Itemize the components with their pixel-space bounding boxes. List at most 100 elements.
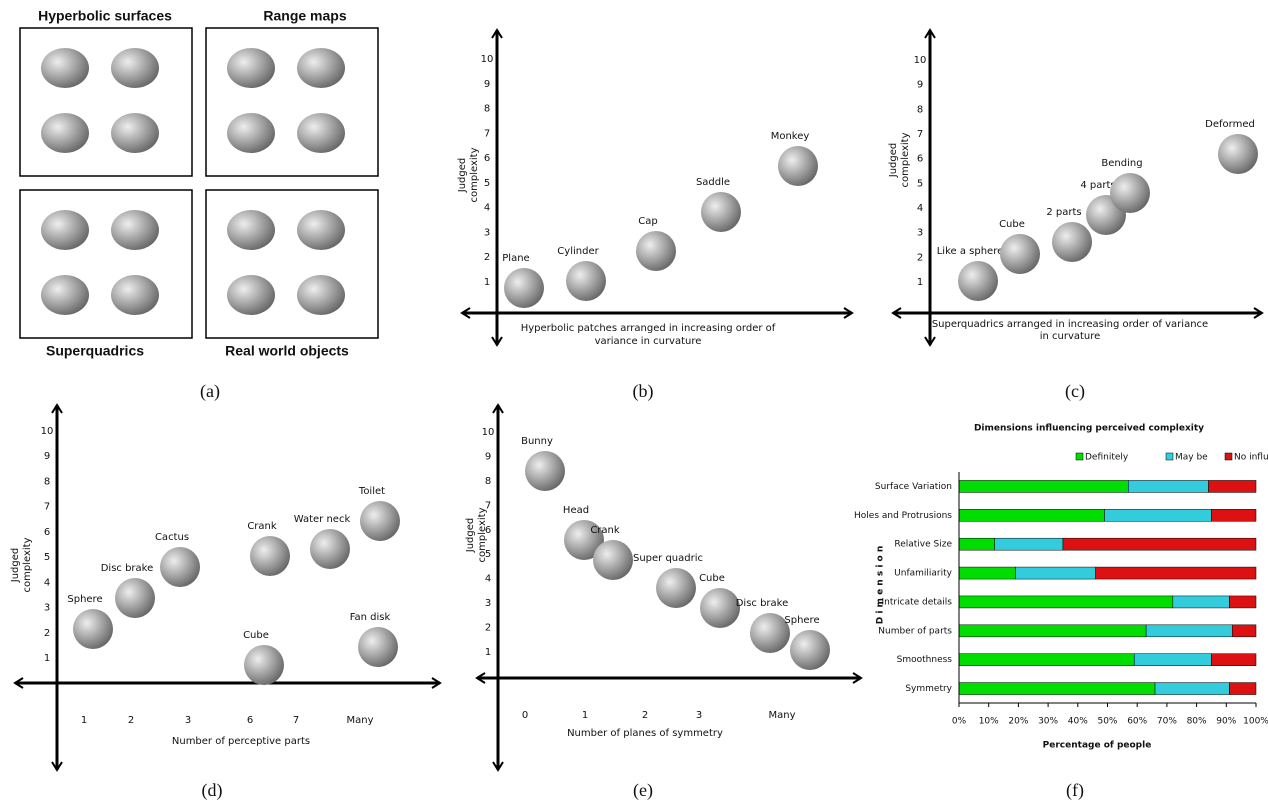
shape-image — [297, 210, 345, 250]
legend-swatch — [1166, 453, 1173, 460]
y-tick-label: Surface Variation — [875, 482, 952, 492]
object-image — [1000, 234, 1040, 274]
bar-segment — [1155, 683, 1229, 695]
object-image — [244, 645, 284, 685]
x-tick-label: 10% — [979, 717, 999, 727]
legend-swatch — [1076, 453, 1083, 460]
bar-segment — [1015, 567, 1095, 579]
y-tick-label: 10 — [482, 427, 495, 438]
legend-label: May be — [1175, 453, 1208, 463]
bar-segment — [1146, 625, 1232, 637]
bar-segment — [1134, 654, 1211, 666]
y-tick-label: 5 — [484, 178, 490, 189]
y-tick-label: 8 — [484, 104, 490, 115]
shape-image — [111, 113, 159, 153]
y-tick-label: 5 — [917, 178, 923, 189]
shape-image — [297, 275, 345, 315]
y-tick-label: 4 — [917, 203, 923, 214]
bar-segment — [959, 567, 1015, 579]
x-axis-label: Number of perceptive parts — [172, 736, 310, 747]
y-axis-label: Judged — [457, 158, 468, 193]
y-tick-label: Smoothness — [897, 655, 953, 665]
y-tick-label: 9 — [485, 451, 491, 462]
bar-segment — [959, 596, 1173, 608]
object-label: Cylinder — [557, 246, 599, 257]
bar-segment — [959, 480, 1128, 492]
y-tick-label: 10 — [914, 55, 927, 66]
x-axis-label: in curvature — [1040, 331, 1101, 342]
y-axis-label: complexity — [22, 537, 33, 592]
object-label: Super quadric — [633, 553, 703, 564]
x-axis-label: variance in curvature — [595, 336, 702, 347]
bar-segment — [1096, 567, 1256, 579]
legend-label: No influence — [1234, 453, 1268, 463]
y-axis-title: D i m e n s i o n — [876, 546, 886, 625]
x-tick-label: 70% — [1157, 717, 1177, 727]
bar-segment — [959, 625, 1146, 637]
object-label: Bunny — [521, 436, 553, 447]
arrow — [893, 30, 1262, 345]
y-tick-label: 2 — [484, 252, 490, 263]
object-image — [656, 568, 696, 608]
caption: (a) — [200, 381, 220, 402]
shape-image — [227, 210, 275, 250]
x-tick-label: 7 — [293, 715, 299, 726]
bar-segment — [1173, 596, 1229, 608]
y-tick-label: 4 — [485, 574, 491, 585]
y-tick-label: 6 — [44, 527, 50, 538]
y-tick-label: 3 — [484, 227, 490, 238]
bar-segment — [1211, 654, 1256, 666]
x-tick-label: Many — [346, 715, 373, 726]
y-tick-label: 3 — [917, 228, 923, 239]
object-image — [250, 536, 290, 576]
object-image — [790, 630, 830, 670]
panel-title: Range maps — [263, 8, 346, 24]
object-label: Bending — [1101, 158, 1142, 169]
shape-image — [41, 48, 89, 88]
arrow — [15, 405, 440, 770]
y-axis-label: complexity — [469, 147, 480, 202]
x-tick-label: 50% — [1097, 717, 1117, 727]
caption: (f) — [1066, 780, 1084, 801]
object-label: Plane — [502, 253, 529, 264]
bar-segment — [1229, 596, 1256, 608]
y-tick-label: 3 — [485, 598, 491, 609]
object-image — [504, 268, 544, 308]
x-tick-label: 3 — [696, 710, 702, 721]
object-image — [1110, 173, 1150, 213]
y-tick-label: 8 — [485, 476, 491, 487]
object-label: Crank — [247, 521, 277, 532]
x-tick-label: 20% — [1008, 717, 1028, 727]
y-tick-label: 7 — [917, 129, 923, 140]
caption: (c) — [1065, 381, 1085, 402]
y-tick-label: 9 — [917, 80, 923, 91]
y-tick-label: 4 — [44, 577, 50, 588]
x-tick-label: 0 — [522, 710, 528, 721]
y-tick-label: 1 — [917, 277, 923, 288]
y-tick-label: 10 — [41, 426, 54, 437]
shape-image — [227, 275, 275, 315]
y-tick-label: Number of parts — [878, 626, 952, 636]
bar-segment — [959, 538, 995, 550]
caption: (b) — [633, 381, 654, 402]
object-image — [360, 501, 400, 541]
y-tick-label: 6 — [484, 153, 490, 164]
object-label: Cactus — [155, 532, 189, 543]
object-label: Toilet — [358, 486, 385, 497]
legend-label: Definitely — [1085, 453, 1129, 463]
bar-segment — [959, 683, 1155, 695]
x-tick-label: 1 — [81, 715, 87, 726]
object-label: Sphere — [67, 594, 102, 605]
y-tick-label: Intricate details — [882, 597, 953, 607]
x-tick-label: 3 — [185, 715, 191, 726]
object-label: Head — [563, 505, 589, 516]
x-tick-label: 6 — [247, 715, 253, 726]
caption: (d) — [202, 780, 223, 801]
object-label: Saddle — [696, 177, 730, 188]
box — [206, 190, 378, 338]
x-tick-label: 30% — [1038, 717, 1058, 727]
y-tick-label: 9 — [44, 451, 50, 462]
shape-image — [41, 210, 89, 250]
shape-image — [227, 48, 275, 88]
object-image — [1218, 134, 1258, 174]
